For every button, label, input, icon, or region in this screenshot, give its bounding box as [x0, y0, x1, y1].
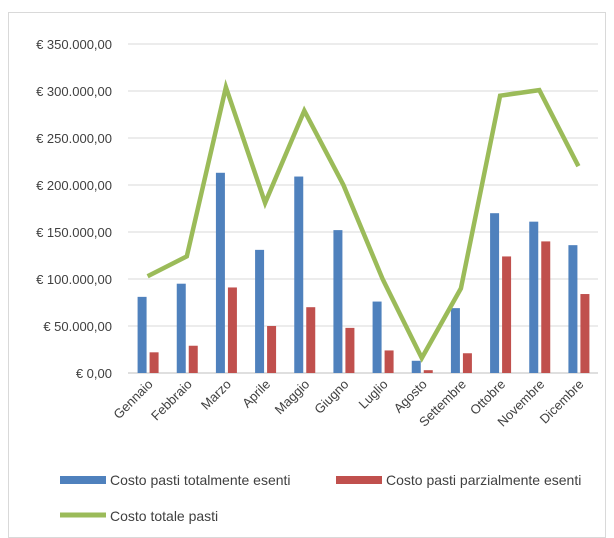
- legend-swatch-parzialmente-esenti: [336, 476, 382, 484]
- y-tick-label: € 300.000,00: [36, 84, 112, 99]
- bar-totalmente-esenti: [490, 213, 500, 373]
- x-tick-label: Febbraio: [148, 377, 195, 424]
- bar-totalmente-esenti: [215, 172, 225, 373]
- bar-parzialmente-esenti: [267, 326, 277, 373]
- bar-parzialmente-esenti: [306, 307, 316, 373]
- y-axis-tick-labels: € 0,00 € 50.000,00 € 100.000,00 € 150.000,0…: [36, 37, 112, 381]
- bar-parzialmente-esenti: [384, 350, 394, 373]
- bars: [137, 172, 590, 373]
- y-tick-label: € 50.000,00: [43, 319, 112, 334]
- y-tick-label: € 100.000,00: [36, 272, 112, 287]
- bar-parzialmente-esenti: [188, 345, 198, 373]
- bar-totalmente-esenti: [255, 249, 265, 373]
- bar-parzialmente-esenti: [149, 352, 159, 373]
- legend-swatch-totalmente-esenti: [60, 476, 106, 484]
- bar-totalmente-esenti: [568, 245, 578, 373]
- x-tick-label: Marzo: [198, 377, 234, 413]
- x-tick-label: Giugno: [311, 377, 351, 417]
- legend-label-totale: Costo totale pasti: [110, 508, 218, 524]
- bar-totalmente-esenti: [529, 221, 539, 373]
- x-tick-label: Luglio: [356, 377, 391, 412]
- bar-parzialmente-esenti: [462, 353, 472, 373]
- legend-label-parzialmente-esenti: Costo pasti parzialmente esenti: [386, 472, 581, 488]
- legend: Costo pasti totalmente esenti Costo past…: [60, 472, 581, 524]
- y-tick-label: € 0,00: [76, 366, 112, 381]
- bar-parzialmente-esenti: [502, 256, 512, 373]
- bar-totalmente-esenti: [372, 301, 382, 373]
- bar-parzialmente-esenti: [580, 294, 590, 373]
- bar-totalmente-esenti: [176, 283, 186, 373]
- y-tick-label: € 200.000,00: [36, 178, 112, 193]
- bar-totalmente-esenti: [411, 360, 421, 373]
- bar-totalmente-esenti: [137, 296, 147, 373]
- total-line: [146, 78, 581, 363]
- x-tick-label: Maggio: [272, 377, 313, 418]
- y-tick-label: € 150.000,00: [36, 225, 112, 240]
- bar-parzialmente-esenti: [227, 287, 237, 373]
- bar-parzialmente-esenti: [345, 327, 355, 373]
- bar-totalmente-esenti: [294, 176, 304, 373]
- x-tick-label: Aprile: [239, 377, 273, 411]
- y-tick-label: € 250.000,00: [36, 131, 112, 146]
- line-costo-totale: [146, 78, 581, 363]
- legend-label-totalmente-esenti: Costo pasti totalmente esenti: [110, 472, 291, 488]
- bar-totalmente-esenti: [450, 308, 460, 373]
- bar-totalmente-esenti: [333, 230, 343, 373]
- bar-parzialmente-esenti: [541, 241, 551, 373]
- y-tick-label: € 350.000,00: [36, 37, 112, 52]
- bar-parzialmente-esenti: [423, 370, 433, 373]
